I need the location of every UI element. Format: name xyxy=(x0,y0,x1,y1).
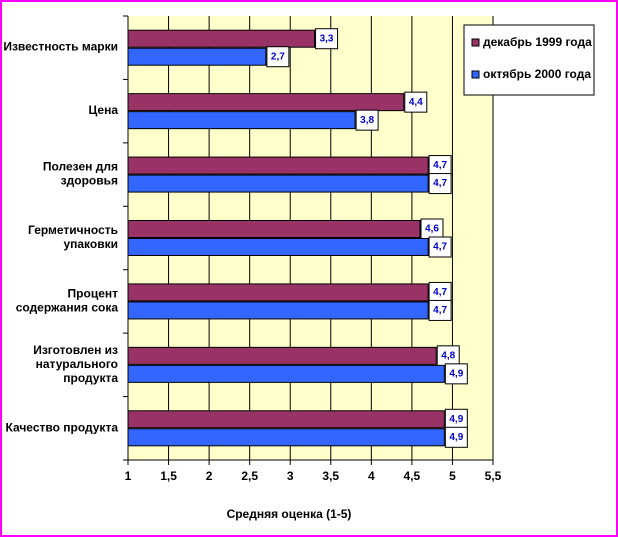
category-label: Процент содержания сока xyxy=(16,287,119,315)
bar-dec-1999 xyxy=(127,220,421,238)
data-label-box xyxy=(428,299,452,321)
data-label: 4,9 xyxy=(449,414,463,425)
category-label: Изготовлен из натурального продукта xyxy=(33,343,118,385)
bar-dec-1999 xyxy=(127,283,429,302)
x-tick-label: 3 xyxy=(287,469,294,483)
data-label-box xyxy=(428,173,452,195)
data-label: 2,7 xyxy=(271,51,285,62)
data-label: 4,7 xyxy=(433,287,447,298)
data-label: 3,3 xyxy=(320,33,334,44)
x-tick-label: 1,5 xyxy=(160,469,177,483)
bar-oct-2000 xyxy=(127,238,429,256)
data-label-box xyxy=(444,363,468,385)
x-axis-title: Средняя оценка (1-5) xyxy=(227,507,352,521)
legend-label: октябрь 2000 года xyxy=(483,67,591,81)
data-label: 4,9 xyxy=(449,432,463,443)
x-tick-label: 5 xyxy=(449,469,456,483)
bar-oct-2000 xyxy=(127,428,445,447)
data-label: 4,4 xyxy=(409,97,423,108)
category-label: Герметичность упаковки xyxy=(28,223,118,251)
bar-dec-1999 xyxy=(127,156,429,175)
bar-oct-2000 xyxy=(127,364,445,383)
data-label-box xyxy=(404,91,428,113)
x-tick-label: 1 xyxy=(125,469,132,483)
legend-label: декабрь 1999 года xyxy=(483,35,592,49)
x-tick-label: 2 xyxy=(206,469,213,483)
bar-oct-2000 xyxy=(127,174,429,193)
legend-swatch xyxy=(471,38,480,47)
category-label: Качество продукта xyxy=(5,420,118,434)
data-label: 3,8 xyxy=(360,115,374,126)
category-label: Полезен для здоровья xyxy=(43,160,118,188)
data-label: 4,7 xyxy=(433,160,447,171)
bar-oct-2000 xyxy=(127,47,267,66)
data-label: 4,6 xyxy=(425,224,439,235)
legend xyxy=(463,24,595,96)
data-label: 4,7 xyxy=(433,242,447,253)
bar-dec-1999 xyxy=(127,29,316,48)
x-tick-label: 4,5 xyxy=(404,469,421,483)
x-tick-label: 4 xyxy=(368,469,375,483)
category-label: Известность марки xyxy=(3,40,118,54)
x-tick-label: 5,5 xyxy=(485,469,502,483)
bar-dec-1999 xyxy=(127,93,405,112)
x-tick-label: 2,5 xyxy=(241,469,258,483)
legend-swatch xyxy=(471,70,480,79)
bar-oct-2000 xyxy=(127,111,356,130)
data-label-box xyxy=(355,109,379,131)
data-label-box xyxy=(444,426,468,448)
data-label: 4,8 xyxy=(441,350,455,361)
data-label-box xyxy=(266,46,290,68)
data-label: 4,9 xyxy=(449,368,463,379)
bar-dec-1999 xyxy=(127,346,437,365)
x-tick-label: 3,5 xyxy=(322,469,339,483)
data-label-box xyxy=(428,236,452,258)
category-label: Цена xyxy=(88,103,118,117)
data-label-box xyxy=(315,28,339,50)
data-label: 4,7 xyxy=(433,305,447,316)
bar-oct-2000 xyxy=(127,301,429,320)
bar-dec-1999 xyxy=(127,410,445,429)
data-label: 4,7 xyxy=(433,178,447,189)
